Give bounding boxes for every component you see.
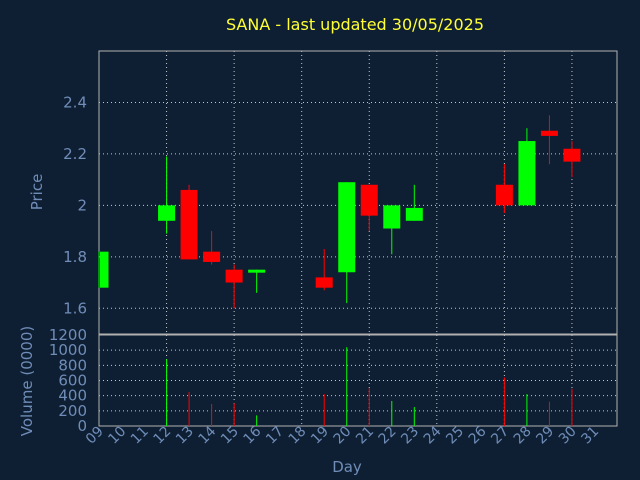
volume-tick-label: 800 [58,356,87,374]
volume-axis-label: Volume (0000) [18,326,36,436]
volume-panel-frame [98,334,618,427]
x-tick-label: 27 [488,424,512,448]
x-tick-label: 22 [376,424,400,448]
x-ticks: 0910111213141516171819202122232425262728… [83,423,602,447]
x-tick-label: 13 [173,424,197,448]
volume-grid [99,334,617,427]
price-tick-label: 2 [77,196,87,214]
price-y-ticks: 1.6 1.8 2 2.2 2.4 [63,93,87,317]
x-tick-label: 14 [196,423,220,447]
x-tick-label: 18 [286,424,310,448]
candle-body [518,141,536,206]
x-tick-label: 16 [241,423,265,447]
price-tick-label: 2.4 [63,93,87,111]
candle-body [383,205,401,229]
x-tick-label: 30 [556,424,580,448]
volume-tick-label: 600 [58,372,87,390]
x-tick-label: 29 [533,424,557,448]
candle-body [540,130,558,136]
price-panel-frame [98,50,618,335]
x-tick-label: 12 [150,424,174,448]
candle-body [360,184,378,216]
candle-body [225,269,243,283]
x-tick-label: 31 [578,424,602,448]
candle-body [315,277,333,288]
x-tick-label: 20 [331,424,355,448]
price-tick-label: 1.8 [63,248,87,266]
candle-body [405,207,423,221]
volume-tick-label: 200 [58,402,87,420]
price-tick-label: 1.6 [63,299,87,317]
x-tick-label: 28 [511,424,535,448]
volume-tick-label: 0 [77,417,87,435]
candle-body [100,251,109,288]
candle-body [338,182,356,273]
candlestick-series [98,115,581,309]
x-tick-label: 25 [443,424,467,448]
chart-title: SANA - last updated 30/05/2025 [226,15,484,34]
x-tick-label: 11 [128,424,152,448]
candle-body [248,269,266,273]
x-tick-label: 24 [421,423,445,447]
price-axis-label: Price [28,174,46,211]
x-tick-label: 21 [353,424,377,448]
volume-tick-label: 1200 [49,326,87,344]
candle-body [180,189,198,260]
volume-tick-label: 1000 [49,341,87,359]
price-tick-label: 2.2 [63,145,87,163]
candle-body [203,251,221,262]
x-tick-label: 23 [398,424,422,448]
x-tick-label: 10 [105,424,129,448]
x-axis-label: Day [332,458,362,476]
candle-body [158,205,176,221]
x-tick-label: 17 [263,424,287,448]
candle-body [563,148,581,162]
volume-tick-label: 400 [58,387,87,405]
x-tick-label: 15 [218,424,242,448]
price-grid [99,51,617,334]
x-tick-label: 26 [466,423,490,447]
candle-body [495,184,513,206]
volume-series [166,347,573,426]
x-tick-label: 19 [308,424,332,448]
